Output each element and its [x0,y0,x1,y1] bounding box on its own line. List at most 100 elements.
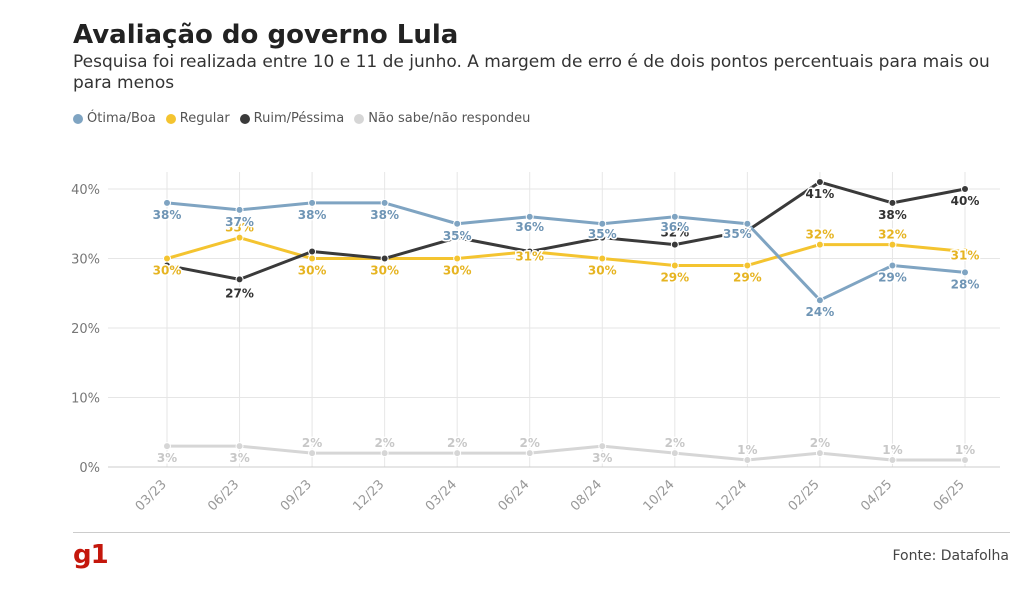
y-tick-label: 20% [71,322,100,337]
data-label-nao-sabe: 2% [374,436,394,450]
data-label-regular: 32% [806,228,835,242]
y-tick-label: 30% [71,253,100,268]
legend-swatch-otima-boa [73,113,83,124]
x-tick-label: 04/25 [858,477,895,514]
data-point-nao-sabe [888,456,897,465]
legend-label-otima-boa: Ótima/Boa [87,111,156,126]
data-label-nao-sabe: 1% [882,443,902,457]
data-point-otima-boa [670,212,679,221]
data-point-nao-sabe [598,442,607,451]
x-tick-label: 08/24 [568,477,605,514]
legend-label-nao-sabe: Não sabe/não respondeu [368,111,531,126]
data-point-regular [670,261,679,270]
data-label-otima-boa: 36% [660,220,689,234]
data-point-regular [453,254,462,263]
data-point-ruim-pessima [525,247,534,256]
footer-divider [73,532,1010,533]
series-line-otima-boa [166,201,966,302]
data-point-otima-boa [163,198,171,207]
data-point-nao-sabe [743,456,752,465]
data-point-otima-boa [598,219,607,228]
data-label-regular: 30% [588,264,617,278]
data-label-nao-sabe: 3% [592,451,612,465]
data-point-otima-boa [380,198,389,207]
data-point-ruim-pessima [235,275,244,284]
data-point-regular [163,254,171,263]
data-point-nao-sabe [380,449,389,458]
data-label-regular: 32% [878,228,907,242]
chart-subtitle: Pesquisa foi realizada entre 10 e 11 de … [73,52,990,93]
data-label-nao-sabe: 3% [229,451,249,465]
data-label-otima-boa: 24% [806,305,835,319]
data-point-ruim-pessima [888,198,897,207]
data-point-otima-boa [308,198,317,207]
data-point-nao-sabe [453,449,462,458]
data-point-otima-boa [453,219,462,228]
data-point-ruim-pessima [453,233,462,242]
y-tick-label: 40% [71,183,100,198]
data-point-ruim-pessima [163,261,171,270]
data-label-otima-boa: 35% [723,227,752,241]
series-line-nao-sabe [167,444,965,462]
y-tick-label: 0% [79,461,100,476]
data-point-ruim-pessima [961,185,969,193]
x-tick-label: 06/25 [931,477,968,514]
data-point-ruim-pessima [380,254,389,263]
legend-swatch-nao-sabe [354,113,365,124]
data-point-nao-sabe [525,449,534,458]
legend-swatch-regular [165,113,176,124]
data-label-otima-boa: 38% [298,208,327,222]
x-tick-label: 09/23 [278,477,315,514]
data-label-otima-boa: 28% [951,277,980,291]
x-tick-label: 06/24 [495,477,532,514]
legend: Ótima/Boa Regular Ruim/Péssima Não sabe/… [73,111,530,126]
x-tick-label: 06/23 [205,477,242,514]
g1-logo: g1 [73,540,109,570]
data-point-nao-sabe [308,449,317,458]
data-point-regular [235,233,244,242]
legend-item-nao-sabe: Não sabe/não respondeu [354,111,530,126]
legend-item-otima-boa: Ótima/Boa [73,111,156,126]
data-point-otima-boa [961,268,969,277]
data-point-regular [743,261,752,270]
data-point-nao-sabe [235,442,244,451]
data-label-regular: 31% [951,249,980,263]
data-label-ruim-pessima: 32% [660,226,689,240]
data-point-nao-sabe [670,449,679,458]
series-line-ruim-pessima [166,180,966,281]
x-tick-label: 12/24 [713,477,750,514]
data-label-otima-boa: 38% [370,208,399,222]
data-label-regular: 29% [660,270,689,284]
data-label-ruim-pessima: 38% [878,208,907,222]
legend-swatch-ruim-pessima [239,113,250,124]
data-point-otima-boa [235,205,244,214]
y-tick-label: 10% [71,392,100,407]
legend-item-regular: Regular [165,111,230,126]
data-label-regular: 29% [733,270,762,284]
data-point-otima-boa [525,212,534,221]
data-point-regular [308,254,317,263]
data-label-regular: 30% [370,264,399,278]
data-label-ruim-pessima: 40% [951,194,980,208]
data-label-nao-sabe: 1% [955,443,975,457]
chart-title: Avaliação do governo Lula [73,20,459,50]
data-label-regular: 30% [298,264,327,278]
data-point-nao-sabe [961,456,969,465]
legend-item-ruim-pessima: Ruim/Péssima [239,111,344,126]
data-label-nao-sabe: 2% [665,436,685,450]
data-label-nao-sabe: 2% [810,436,830,450]
data-label-nao-sabe: 3% [157,451,177,465]
data-point-otima-boa [888,261,897,270]
data-label-otima-boa: 29% [878,270,907,284]
data-point-regular [888,240,897,249]
data-label-otima-boa: 36% [515,220,544,234]
data-label-otima-boa: 35% [443,229,472,243]
data-label-nao-sabe: 2% [302,436,322,450]
data-label-otima-boa: 37% [225,215,254,229]
data-point-otima-boa [815,296,824,305]
data-point-nao-sabe [163,442,171,451]
data-point-ruim-pessima [598,233,607,242]
data-point-regular [598,254,607,263]
data-label-ruim-pessima: 27% [225,286,254,300]
